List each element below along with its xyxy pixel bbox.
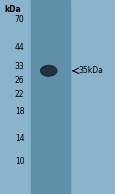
Ellipse shape [40, 66, 56, 76]
Text: 14: 14 [15, 134, 24, 143]
Text: 33: 33 [14, 62, 24, 71]
Text: 35kDa: 35kDa [78, 66, 103, 75]
Text: 26: 26 [15, 76, 24, 85]
Text: 18: 18 [15, 107, 24, 116]
Text: 22: 22 [15, 90, 24, 99]
Bar [31, 0, 69, 194]
Text: 10: 10 [15, 158, 24, 166]
Text: 70: 70 [14, 15, 24, 24]
Text: kDa: kDa [4, 5, 21, 14]
Text: 44: 44 [14, 43, 24, 52]
